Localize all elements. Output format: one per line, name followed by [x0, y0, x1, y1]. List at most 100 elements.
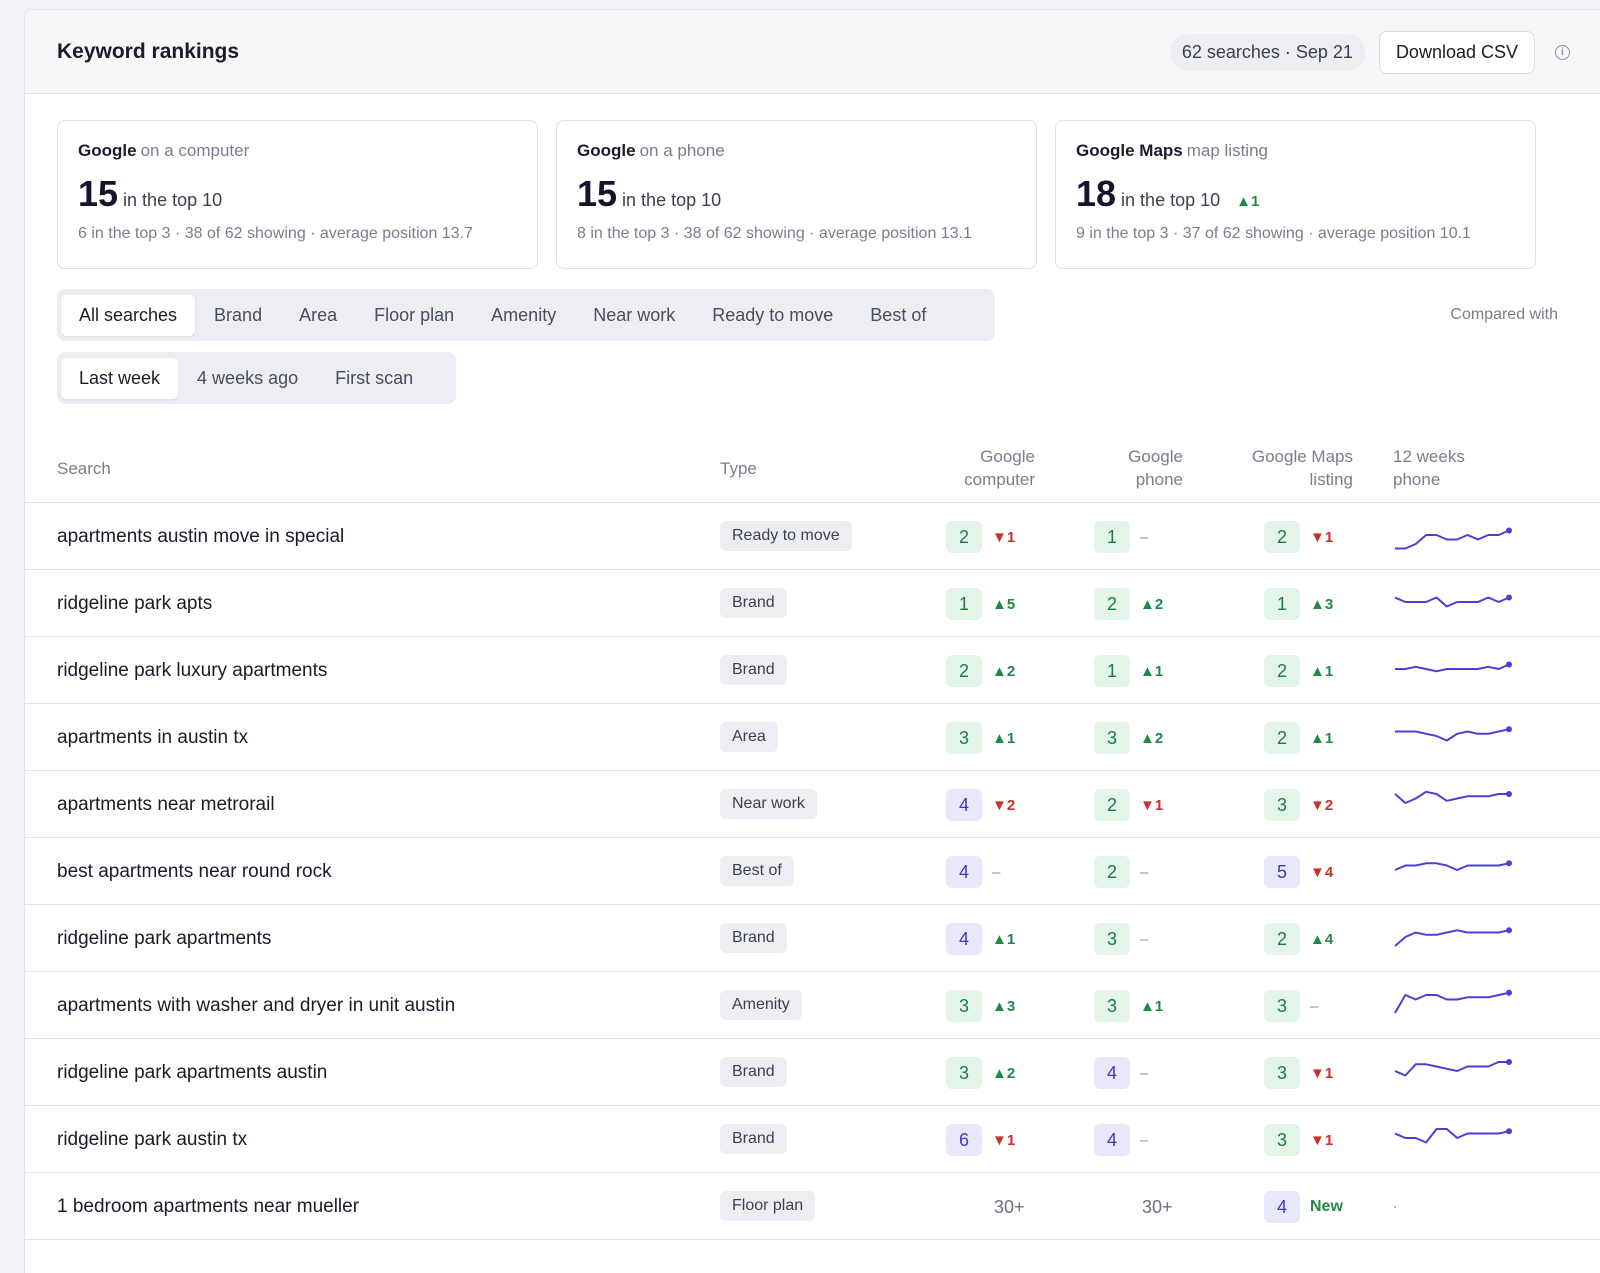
keyword-text: apartments with washer and dryer in unit…	[57, 995, 456, 1016]
sparkline-latest-point	[1506, 1059, 1512, 1065]
table-row[interactable]: 1 bedroom apartments near mueller Floor p…	[25, 1173, 1600, 1240]
table-row[interactable]: apartments in austin tx Area 3 ▲1 3 ▲2 2 ▲1	[25, 704, 1600, 771]
rank-change-down: ▼2	[992, 796, 1016, 814]
rank-change-down: ▼1	[992, 1131, 1016, 1149]
tab-brand[interactable]: Brand	[214, 304, 263, 325]
rank-change-up: ▲2	[1140, 729, 1164, 747]
rank-cell-gp: 3 ▲1	[1094, 990, 1163, 1022]
rank-change-up: ▲2	[992, 662, 1016, 680]
rank-cell-gm: 2 ▲1	[1264, 722, 1333, 754]
rank-change-up: ▲1	[1140, 662, 1164, 680]
rank-no-change: –	[1310, 997, 1319, 1015]
compared-with-label: Compared with	[1450, 306, 1558, 323]
type-tag: Amenity	[720, 990, 802, 1020]
table-row[interactable]: apartments near metrorail Near work 4 ▼2 2 ▼1…	[25, 771, 1600, 838]
keyword-text: apartments near metrorail	[57, 794, 275, 815]
table-row[interactable]: apartments with washer and dryer in unit…	[25, 972, 1600, 1039]
rank-badge: 1	[946, 588, 982, 620]
rank-no-change: –	[1140, 930, 1149, 948]
card-count: 15	[577, 173, 618, 214]
rank-change-down: ▼1	[1310, 1131, 1334, 1149]
table-row[interactable]: apartments austin move in special Ready t…	[25, 503, 1600, 570]
tab-first-scan[interactable]: First scan	[335, 367, 414, 388]
sparkline-path	[1394, 862, 1510, 871]
rankings-table-body: apartments austin move in special Ready t…	[25, 503, 1600, 1240]
rank-badge: 4	[946, 923, 982, 955]
tab-4-weeks-ago[interactable]: 4 weeks ago	[197, 367, 299, 388]
table-row[interactable]: ridgeline park luxury apartments Brand 2 ▲2…	[25, 637, 1600, 704]
keyword-text: ridgeline park apartments austin	[57, 1062, 328, 1083]
keyword-text: ridgeline park apartments	[57, 928, 272, 949]
sparkline-path	[1395, 728, 1510, 742]
rank-change-up: ▲5	[992, 595, 1016, 613]
keyword-text: ridgeline park austin tx	[57, 1129, 248, 1150]
rank-badge: 2	[946, 521, 982, 553]
card-device: on a computer	[140, 141, 250, 160]
rank-cell-gp: 2–	[1094, 856, 1148, 888]
table-row[interactable]: ridgeline park austin tx Brand 6 ▼1 4– 3 ▼1	[25, 1106, 1600, 1173]
type-tag: Brand	[720, 588, 787, 618]
tab-near-work[interactable]: Near work	[593, 304, 676, 325]
type-tag: Near work	[720, 789, 817, 819]
rank-change-up: ▲2	[1140, 595, 1164, 613]
sparkline-latest-point	[1506, 1128, 1512, 1135]
card-device: map listing	[1186, 141, 1268, 160]
column-google-computer[interactable]: Google computer	[964, 445, 1035, 491]
tab-ready-to-move[interactable]: Ready to move	[712, 304, 834, 325]
table-row[interactable]: ridgeline park apartments austin Brand 3 ▲2…	[25, 1039, 1600, 1106]
rank-change-up: ▲2	[992, 1064, 1016, 1082]
column-google-phone[interactable]: Google phone	[1128, 445, 1183, 491]
column-12-weeks-phone: 12 weeks phone	[1393, 445, 1465, 491]
rank-cell-gm: 1 ▲3	[1264, 588, 1333, 620]
rank-badge: 5	[1264, 856, 1300, 888]
card-engine: Google Maps	[1076, 141, 1183, 160]
summary-card-google-phone: Google on a phone 15 in the top 10 8 in th…	[556, 120, 1037, 269]
page-title: Keyword rankings	[57, 39, 240, 63]
info-icon[interactable]: i	[1555, 44, 1570, 60]
rank-change-up: ▲1	[992, 930, 1016, 948]
trend-sparkline	[1394, 790, 1512, 804]
tab-amenity[interactable]: Amenity	[491, 304, 557, 325]
type-tag: Ready to move	[720, 521, 852, 551]
rank-badge: 2	[1094, 588, 1130, 620]
sparkline-latest-point	[1506, 927, 1512, 934]
tab-floor-plan[interactable]: Floor plan	[374, 304, 455, 325]
rank-cell-gc: 2 ▼1	[946, 521, 1015, 553]
type-tag: Floor plan	[720, 1191, 816, 1221]
table-row[interactable]: best apartments near round rock Best of 4–…	[25, 838, 1600, 905]
keyword-rankings-panel: Keyword rankings 62 searches · Sep 21 Do…	[24, 9, 1600, 1273]
trend-sparkline	[1394, 1128, 1512, 1144]
column-search[interactable]: Search	[57, 459, 111, 478]
rank-badge: 2	[1264, 923, 1300, 955]
tab-area[interactable]: Area	[299, 304, 338, 325]
rank-cell-gp: 30+	[1142, 1191, 1173, 1223]
sparkline-path	[1394, 929, 1510, 947]
column-sublabel: phone	[1135, 470, 1183, 489]
rank-cell-gc: 4 ▲1	[946, 923, 1015, 955]
column-sublabel: listing	[1309, 470, 1353, 489]
table-row[interactable]: ridgeline park apts Brand 1 ▲5 2 ▲2 1 ▲3	[25, 570, 1600, 637]
rank-no-change: –	[1140, 528, 1149, 546]
column-type[interactable]: Type	[720, 459, 757, 478]
download-csv-button[interactable]: Download CSV	[1378, 30, 1535, 74]
card-change-up: ▲1	[1236, 193, 1260, 210]
trend-sparkline	[1394, 1059, 1512, 1077]
trend-sparkline	[1395, 527, 1512, 550]
trend-sparkline	[1394, 860, 1512, 871]
column-google-maps[interactable]: Google Maps listing	[1252, 445, 1353, 491]
table-row[interactable]: ridgeline park apartments Brand 4 ▲1 3– 2 ▲4	[25, 905, 1600, 972]
sparkline-latest-point	[1506, 726, 1512, 733]
rank-cell-gp: 1 ▲1	[1094, 655, 1163, 687]
rank-cell-gm: 3–	[1264, 990, 1318, 1022]
rank-cell-gc: 3 ▲3	[946, 990, 1015, 1022]
rank-change-up: ▲1	[992, 729, 1016, 747]
rank-badge: 4	[1264, 1191, 1300, 1223]
tab-all-searches[interactable]: All searches	[61, 294, 196, 336]
rank-change-down: ▼1	[992, 528, 1016, 546]
sparkline-path	[1395, 529, 1510, 550]
tab-last-week[interactable]: Last week	[61, 357, 179, 399]
tab-best-of[interactable]: Best of	[870, 304, 927, 325]
rank-cell-gc: 6 ▼1	[946, 1124, 1015, 1156]
summary-card-google-computer: Google on a computer 15 in the top 10 6 in…	[57, 120, 538, 269]
column-label: 12 weeks	[1393, 447, 1465, 466]
